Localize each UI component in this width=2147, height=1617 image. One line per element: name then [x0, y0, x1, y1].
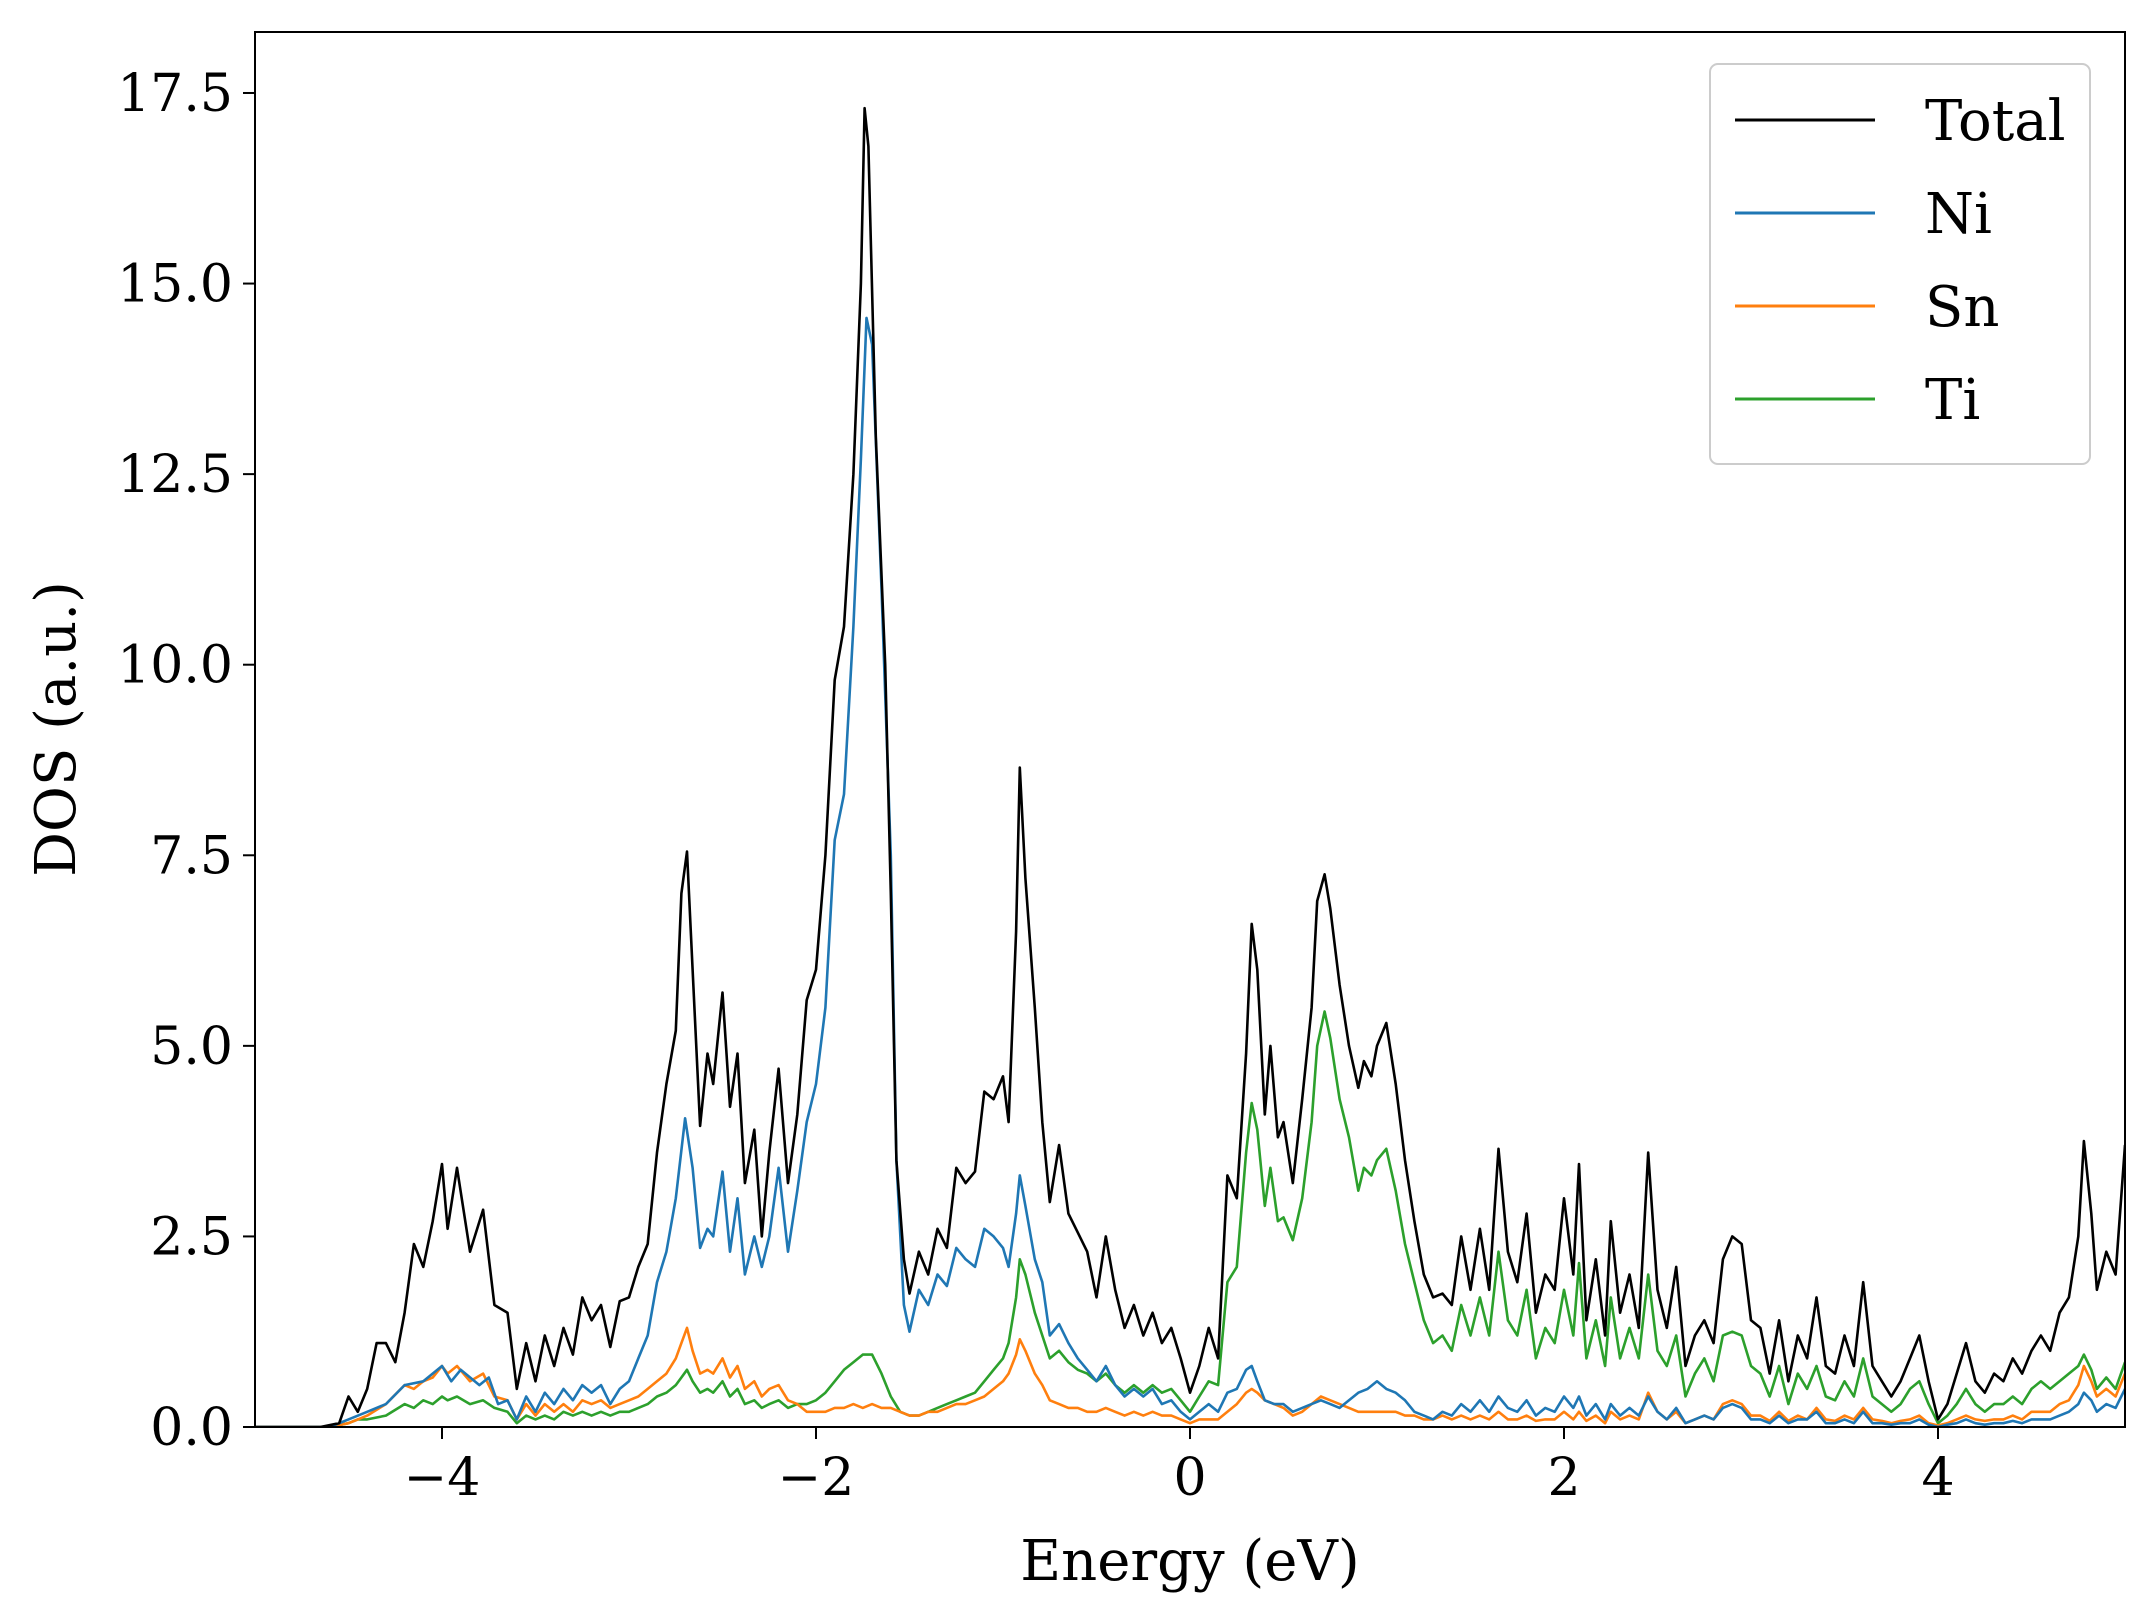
y-tick-label: 15.0: [117, 255, 233, 315]
y-tick-label: 12.5: [117, 445, 233, 505]
y-tick-label: 5.0: [150, 1017, 233, 1077]
series-line-ti: [255, 1010, 2125, 1427]
y-tick-label: 7.5: [150, 826, 233, 886]
y-tick-label: 10.0: [117, 636, 233, 696]
x-axis-ticks: −4 −2 0 2 4: [404, 1427, 1955, 1508]
y-tick-label: 0.0: [150, 1398, 233, 1458]
legend-label-ti: Ti: [1925, 368, 1980, 433]
x-tick-label: −4: [404, 1448, 481, 1508]
legend-label-ni: Ni: [1925, 182, 1992, 247]
y-axis-ticks: 0.0 2.5 5.0 7.5 10.0 12.5 15.0 17.5: [117, 64, 255, 1458]
x-axis-label: Energy (eV): [1020, 1529, 1359, 1594]
x-tick-label: −2: [778, 1448, 855, 1508]
legend: Total Ni Sn Ti: [1709, 63, 2091, 465]
series-line-ni: [255, 316, 2125, 1427]
legend-label-total: Total: [1925, 89, 2066, 154]
x-tick-label: 4: [1921, 1448, 1954, 1508]
y-tick-label: 17.5: [117, 64, 233, 124]
series-line-sn: [255, 1326, 2125, 1427]
legend-box: [1709, 63, 2091, 465]
legend-label-sn: Sn: [1925, 275, 1999, 340]
y-axis-label: DOS (a.u.): [24, 581, 89, 877]
x-tick-label: 0: [1173, 1448, 1206, 1508]
x-tick-label: 2: [1547, 1448, 1580, 1508]
y-tick-label: 2.5: [150, 1207, 233, 1267]
series-lines: [255, 106, 2125, 1427]
series-line-total: [255, 106, 2125, 1427]
